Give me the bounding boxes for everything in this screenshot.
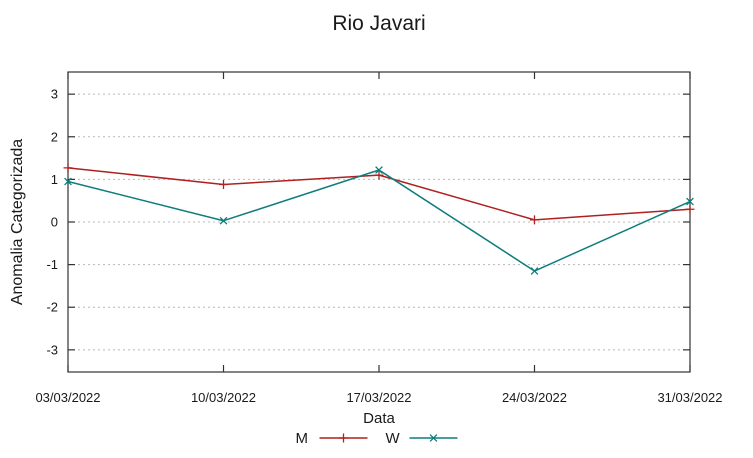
y-tick-label: -3: [46, 342, 58, 357]
cross-marker: [429, 434, 438, 442]
x-axis-label: Data: [363, 410, 395, 427]
plus-marker: [219, 180, 228, 189]
cross-marker: [375, 166, 383, 174]
series-layer: [63, 163, 695, 275]
cross-marker: [64, 177, 72, 186]
series-line-W: [67, 169, 691, 272]
chart-title: Rio Javari: [332, 12, 425, 35]
y-tick-label: 3: [51, 87, 58, 102]
x-tick-label: 24/03/2022: [502, 390, 567, 405]
plus-marker: [63, 163, 73, 173]
plus-marker: [530, 215, 539, 225]
y-tick-label: -1: [46, 257, 58, 272]
plus-marker: [374, 170, 384, 180]
legend-entry-M: M: [296, 430, 368, 447]
cross-marker: [686, 197, 694, 206]
legend-label-M: M: [296, 430, 309, 447]
series-W: [64, 166, 694, 275]
cross-marker: [530, 267, 539, 275]
x-tick-label: 10/03/2022: [191, 390, 256, 405]
plus-marker: [685, 204, 695, 214]
x-tick-label: 03/03/2022: [35, 390, 100, 405]
gridlines-layer: [68, 93, 690, 351]
y-tick-label: -2: [46, 300, 58, 315]
cross-marker: [219, 216, 228, 225]
series-M: [63, 163, 695, 225]
y-axis-label: Anomalia Categorizada: [9, 139, 26, 305]
y-tick-label: 2: [51, 129, 58, 144]
axes-layer: -3 -2 -1 0 1 2 3 03/03/2022 10/03/2022 17/03/2022…: [35, 71, 723, 405]
y-tick-label: 1: [51, 172, 58, 187]
x-tick-label: 31/03/2022: [657, 390, 722, 405]
legend-entry-W: W: [386, 430, 458, 447]
y-tick-label: 0: [51, 215, 58, 230]
plus-marker: [339, 433, 348, 443]
legend-label-W: W: [386, 430, 401, 447]
x-tick-label: 17/03/2022: [346, 390, 411, 405]
